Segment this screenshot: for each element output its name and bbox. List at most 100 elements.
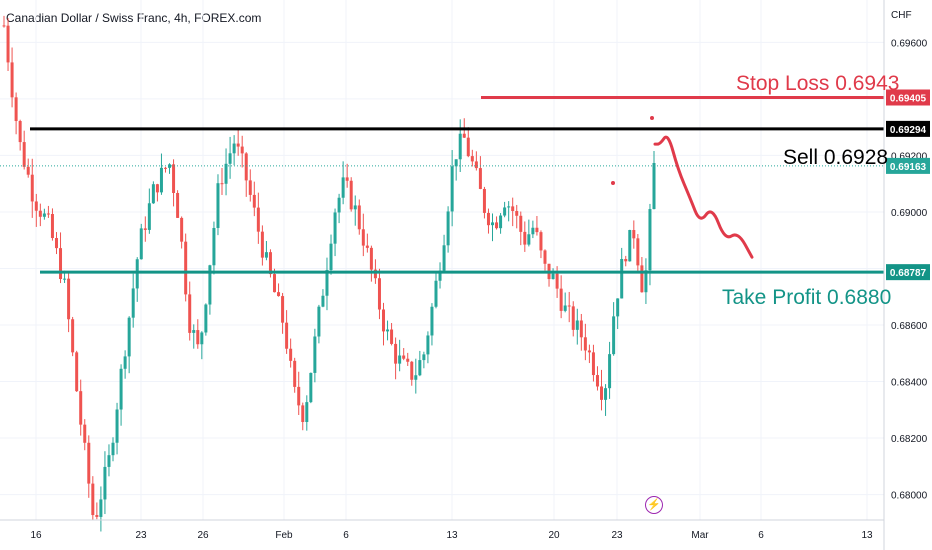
candle-body [438,270,442,281]
candle-body [357,205,361,230]
take-profit-price-label: 0.68787 [890,268,927,279]
candle-body [75,352,79,392]
projection-path [653,135,754,259]
candle-body [176,192,180,218]
chart-title: Canadian Dollar / Swiss Franc, 4h, FOREX… [6,11,262,25]
candle-body [406,358,410,362]
candle-body [632,230,636,239]
candle-body [414,375,418,380]
candle-body [151,184,155,204]
candle-body [567,305,571,307]
sell-price-label-bg [886,120,930,137]
time-tick-label: 6 [343,530,349,541]
candle-body [135,259,139,289]
candle-body [91,483,95,516]
candle-body [612,316,616,355]
candle-body [361,229,365,246]
candle-body [309,372,313,403]
candle-body [474,161,478,169]
candle-body [587,350,591,353]
take-profit-price-label-bg [886,264,930,281]
candle-body [79,391,83,425]
candle-body [252,194,256,208]
candle-body [458,133,462,160]
candle-body [87,442,91,484]
candle-body [46,213,50,215]
candle-body [172,164,176,193]
candle-body [200,332,204,345]
time-tick-label: 16 [30,530,42,541]
candle-body [531,227,535,235]
candle-body [503,207,507,216]
candle-body [111,442,115,456]
candle-body [208,265,212,305]
candle-body [482,188,486,213]
candle-body [648,209,652,271]
price-tick-label: 0.69000 [891,208,928,219]
candle-body [115,409,119,443]
candle-body [248,180,252,195]
candle-body [591,352,595,376]
candle-body [491,222,495,226]
candle-body [30,174,34,202]
candle-body [192,330,196,333]
candle-body [349,180,353,210]
candle-body [418,360,422,376]
candle-body [188,294,192,333]
candle-body [382,309,386,332]
lightning-icon[interactable]: ⚡ [645,496,663,514]
candle-body [595,375,599,387]
candle-body [543,250,547,264]
candle-body [624,258,628,262]
candle-body [228,153,232,164]
candle-body [325,269,329,296]
candle-body [14,97,18,122]
price-tick-label: 0.69600 [891,38,928,49]
candle-body [10,62,14,98]
candle-body [394,343,398,364]
candle-body [454,159,458,167]
candle-body [636,238,640,266]
candle-body [18,121,22,143]
candle-body [139,228,143,260]
candle-body [519,215,523,232]
candle-body [450,166,454,212]
time-tick-label: 13 [861,530,873,541]
candle-body [523,231,527,245]
candle-body [317,306,321,337]
candle-body [628,230,632,262]
candle-body [515,211,519,216]
candle-body [272,274,276,293]
candle-body [256,207,260,232]
candle-body [232,143,236,154]
candles [2,15,656,532]
candle-body [268,252,272,275]
candle-body [184,241,188,295]
time-tick-label: 26 [197,530,209,541]
candle-body [373,269,377,279]
candle-body [119,368,123,410]
candle-body [277,292,281,297]
candle-body [353,205,357,210]
candle-body [434,280,438,307]
candle-body [422,354,426,361]
candle-body [527,234,531,245]
candle-body [127,317,131,357]
candle-body [147,203,151,230]
candle-body [551,273,555,280]
candle-body [95,515,99,517]
candle-body [131,288,135,318]
candle-body [337,197,341,213]
candle-body [539,232,543,251]
candle-body [511,206,515,212]
candle-body [377,278,381,310]
time-axis[interactable]: 16 23 26 Feb 6 13 20 23 Mar 6 13 [30,530,873,541]
candle-body [430,306,434,336]
price-tick-label: 0.69200 [891,151,928,162]
time-tick-label: 6 [758,530,764,541]
candle-body [583,337,587,351]
candle-body [196,330,200,345]
